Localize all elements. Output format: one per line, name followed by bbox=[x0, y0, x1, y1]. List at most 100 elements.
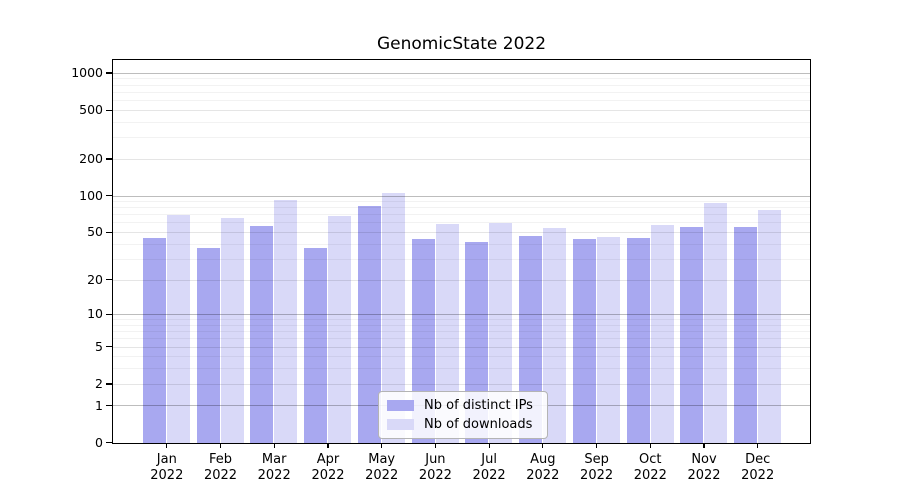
gridline-minor-3 bbox=[113, 368, 810, 370]
x-tick-month: Apr bbox=[316, 451, 340, 467]
y-tick-1000 bbox=[106, 72, 113, 74]
x-tick-sep bbox=[596, 442, 598, 448]
x-tick-month: Jan bbox=[156, 451, 177, 467]
gridline-minor-6 bbox=[113, 338, 810, 340]
x-tick-month: Mar bbox=[261, 451, 287, 467]
legend-label-distinct-ips: Nb of distinct IPs bbox=[424, 398, 533, 413]
x-tick-month: May bbox=[368, 451, 396, 467]
y-tick-label-500: 500 bbox=[79, 102, 103, 118]
x-tick-year: 2022 bbox=[580, 468, 614, 484]
y-tick-label-200: 200 bbox=[79, 150, 103, 166]
x-tick-month: Dec bbox=[745, 451, 771, 467]
gridline-mid-5 bbox=[113, 346, 810, 348]
bar-apr-downloads bbox=[328, 215, 352, 443]
gridline-mid-2 bbox=[113, 383, 810, 385]
x-tick-label-apr: Apr 2022 bbox=[296, 452, 360, 485]
gridline-mid-20 bbox=[113, 279, 810, 281]
gridline-minor-7 bbox=[113, 331, 810, 333]
gridline-minor-300 bbox=[113, 137, 810, 138]
y-tick-500 bbox=[106, 109, 113, 111]
x-tick-jan bbox=[166, 442, 168, 448]
x-tick-nov bbox=[703, 442, 705, 448]
gridline-minor-900 bbox=[113, 78, 810, 80]
gridline-mid-500 bbox=[113, 109, 810, 111]
y-tick-label-0: 0 bbox=[95, 434, 103, 450]
gridline-minor-4 bbox=[113, 356, 810, 358]
gridline-minor-60 bbox=[113, 222, 810, 224]
bar-mar-downloads bbox=[274, 199, 298, 443]
y-tick-20 bbox=[106, 279, 113, 281]
x-tick-year: 2022 bbox=[418, 468, 452, 484]
x-tick-apr bbox=[327, 442, 329, 448]
x-tick-month: Aug bbox=[530, 451, 556, 467]
x-tick-month: Sep bbox=[584, 451, 609, 467]
y-tick-0 bbox=[106, 442, 113, 444]
y-tick-label-10: 10 bbox=[87, 306, 103, 322]
x-tick-year: 2022 bbox=[633, 468, 667, 484]
y-tick-label-20: 20 bbox=[87, 271, 103, 287]
gridline-major-1000 bbox=[113, 72, 810, 74]
gridline-minor-800 bbox=[113, 84, 810, 86]
y-tick-10 bbox=[106, 313, 113, 316]
bar-feb-distinct-ips bbox=[196, 248, 220, 443]
x-tick-year: 2022 bbox=[203, 468, 238, 484]
x-tick-year: 2022 bbox=[687, 468, 721, 484]
x-tick-aug bbox=[542, 442, 544, 448]
gridline-minor-8 bbox=[113, 324, 810, 326]
bar-jun-downloads bbox=[435, 223, 459, 443]
bar-jul-downloads bbox=[489, 223, 513, 443]
x-tick-month: Feb bbox=[208, 451, 233, 467]
gridline-mid-50 bbox=[113, 232, 810, 233]
legend-item-downloads: Nb of downloads bbox=[387, 417, 539, 432]
x-tick-jun bbox=[434, 442, 437, 448]
bar-aug-downloads bbox=[543, 227, 566, 443]
x-tick-label-nov: Nov 2022 bbox=[672, 452, 736, 485]
y-tick-5 bbox=[106, 346, 113, 348]
gridline-minor-9 bbox=[113, 319, 810, 321]
x-tick-year: 2022 bbox=[472, 468, 506, 484]
legend-swatch-downloads bbox=[387, 419, 414, 430]
chart-title: GenomicState 2022 bbox=[376, 34, 547, 54]
gridline-major-10 bbox=[113, 314, 810, 316]
legend: Nb of distinct IPs Nb of downloads bbox=[378, 391, 548, 439]
bar-oct-distinct-ips bbox=[626, 238, 650, 443]
bar-feb-downloads bbox=[220, 218, 244, 443]
x-tick-label-jun: Jun 2022 bbox=[403, 452, 467, 485]
bar-dec-downloads bbox=[757, 209, 781, 443]
gridline-minor-40 bbox=[113, 243, 810, 245]
y-tick-2 bbox=[106, 383, 113, 385]
x-tick-label-mar: Mar 2022 bbox=[242, 452, 306, 485]
bar-nov-distinct-ips bbox=[680, 226, 704, 443]
legend-label-downloads: Nb of downloads bbox=[424, 417, 533, 432]
x-tick-label-sep: Sep 2022 bbox=[565, 452, 629, 485]
x-tick-month: Jun bbox=[425, 451, 446, 467]
x-tick-month: Nov bbox=[691, 451, 717, 467]
y-tick-100 bbox=[106, 195, 113, 197]
y-tick-label-2: 2 bbox=[95, 375, 103, 391]
legend-swatch-distinct-ips bbox=[387, 400, 414, 411]
gridline-minor-30 bbox=[113, 258, 810, 260]
x-tick-feb bbox=[219, 442, 222, 448]
y-tick-1 bbox=[106, 405, 113, 407]
x-tick-year: 2022 bbox=[526, 468, 560, 484]
x-tick-label-oct: Oct 2022 bbox=[618, 452, 682, 485]
y-tick-label-1: 1 bbox=[95, 397, 103, 413]
x-tick-oct bbox=[649, 442, 651, 448]
y-tick-50 bbox=[106, 231, 113, 233]
bar-oct-downloads bbox=[650, 224, 674, 443]
x-tick-month: Oct bbox=[639, 451, 662, 467]
x-tick-label-aug: Aug 2022 bbox=[511, 452, 575, 485]
x-tick-label-feb: Feb 2022 bbox=[189, 452, 253, 485]
x-tick-label-dec: Dec 2022 bbox=[726, 452, 790, 485]
x-tick-may bbox=[381, 442, 383, 448]
gridline-minor-70 bbox=[113, 214, 810, 216]
x-tick-year: 2022 bbox=[257, 468, 291, 484]
y-tick-200 bbox=[106, 158, 113, 160]
y-tick-label-100: 100 bbox=[79, 187, 103, 203]
y-tick-label-50: 50 bbox=[87, 224, 103, 240]
x-tick-year: 2022 bbox=[311, 468, 345, 484]
x-tick-mar bbox=[273, 442, 275, 448]
bar-jan-distinct-ips bbox=[143, 238, 166, 443]
x-tick-year: 2022 bbox=[741, 468, 775, 484]
